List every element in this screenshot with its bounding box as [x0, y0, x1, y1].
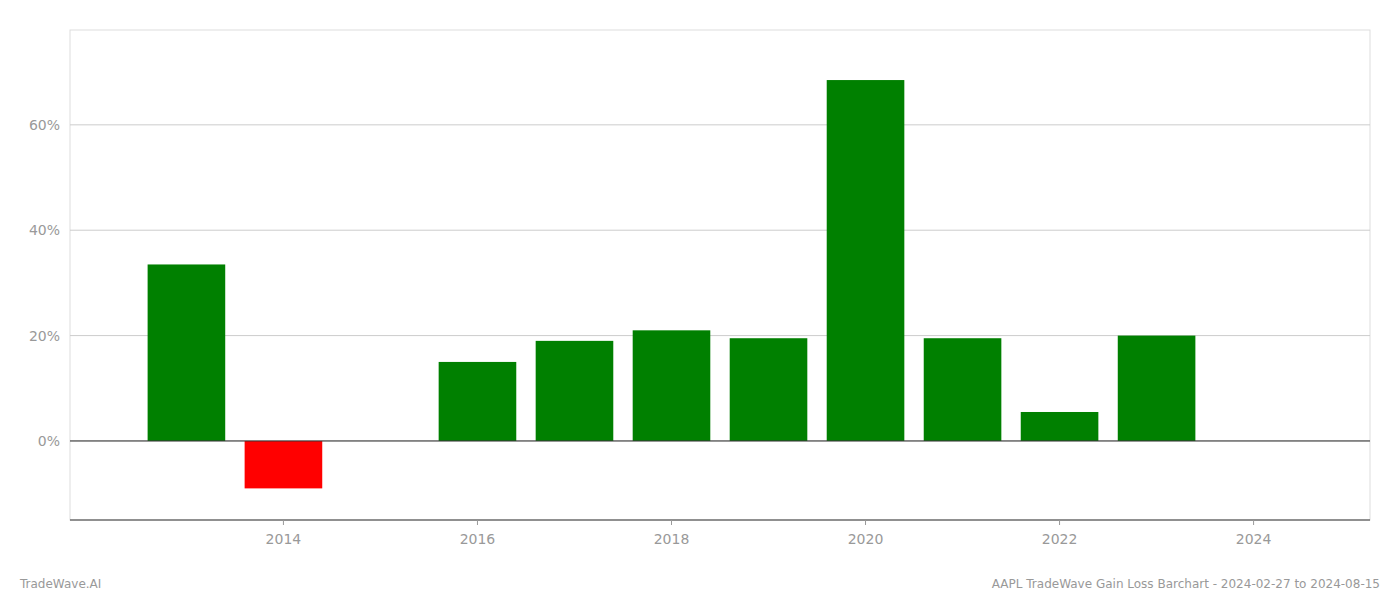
zero-line	[70, 440, 1370, 441]
y-tick-label: 40%	[29, 222, 60, 238]
x-tick-label: 2014	[266, 531, 302, 547]
x-tick	[477, 520, 478, 525]
plot-frame	[70, 30, 1370, 520]
bar	[148, 264, 226, 441]
y-tick-label: 60%	[29, 117, 60, 133]
chart-svg: 0% 20% 40% 60% 2014 2016 2018 2020 2022 2024 Trade…	[0, 0, 1400, 600]
footer-text: TradeWave.AI	[19, 577, 101, 591]
chart-container: 0% 20% 40% 60% 2014 2016 2018 2020 2022 2024 Trade…	[0, 0, 1400, 600]
x-tick-label: 2018	[654, 531, 690, 547]
bar	[924, 338, 1002, 441]
x-tick	[865, 520, 866, 525]
x-tick-label: 2024	[1236, 531, 1272, 547]
x-tick	[671, 520, 672, 525]
bar	[633, 330, 711, 441]
grid-line	[70, 440, 1370, 441]
y-grid	[70, 125, 1370, 441]
bar	[827, 80, 905, 441]
bar	[536, 341, 614, 441]
x-tick	[1059, 520, 1060, 525]
bar	[1021, 412, 1099, 441]
grid-line	[70, 230, 1370, 231]
x-tick-label: 2022	[1042, 531, 1078, 547]
bar	[1118, 336, 1196, 441]
x-tick	[1253, 520, 1254, 525]
x-tick-label: 2020	[848, 531, 884, 547]
y-tick-label: 20%	[29, 328, 60, 344]
bars	[148, 80, 1196, 488]
bar	[730, 338, 808, 441]
y-tick-label: 0%	[38, 433, 60, 449]
bar	[439, 362, 517, 441]
grid-line	[70, 124, 1370, 125]
x-tick-label: 2016	[460, 531, 496, 547]
x-tick	[283, 520, 284, 525]
x-axis-line	[70, 520, 1370, 521]
bar	[245, 441, 323, 488]
footer-text: AAPL TradeWave Gain Loss Barchart - 2024…	[992, 577, 1380, 591]
